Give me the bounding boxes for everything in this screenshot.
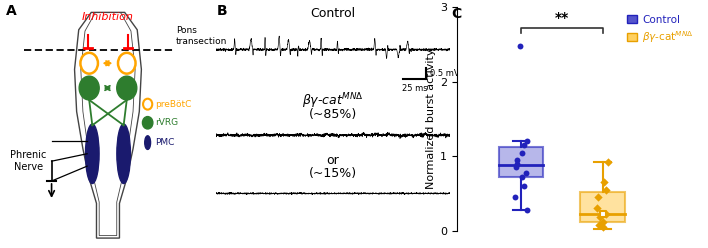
Text: or: or xyxy=(326,154,339,167)
Point xyxy=(598,225,609,229)
Text: (~15%): (~15%) xyxy=(309,167,357,180)
Circle shape xyxy=(143,99,152,110)
Text: preBötC: preBötC xyxy=(155,100,191,109)
Circle shape xyxy=(118,53,135,74)
Text: A: A xyxy=(6,4,16,18)
Point xyxy=(600,188,611,192)
Text: Inhibition: Inhibition xyxy=(82,12,134,22)
Text: $\beta\gamma$-cat$^{MN\Delta}$: $\beta\gamma$-cat$^{MN\Delta}$ xyxy=(302,92,363,111)
Point xyxy=(592,206,603,210)
Point xyxy=(518,184,530,188)
Circle shape xyxy=(117,76,137,100)
Point xyxy=(517,151,528,155)
Y-axis label: Normalized burst activity: Normalized burst activity xyxy=(426,49,435,189)
Bar xyxy=(581,192,624,222)
Text: rVRG: rVRG xyxy=(155,118,178,127)
Text: PMC: PMC xyxy=(155,138,174,147)
Point xyxy=(521,208,532,212)
Ellipse shape xyxy=(144,136,151,149)
Circle shape xyxy=(142,117,153,129)
Text: Pons
transection: Pons transection xyxy=(176,27,227,46)
Point xyxy=(602,160,613,164)
Text: Control: Control xyxy=(310,7,355,20)
Point xyxy=(598,220,609,224)
Point xyxy=(510,195,521,199)
Point xyxy=(595,215,606,219)
Legend: Control, $\beta\gamma$-cat$^{MN\Delta}$: Control, $\beta\gamma$-cat$^{MN\Delta}$ xyxy=(624,13,696,47)
Bar xyxy=(499,147,543,177)
Point xyxy=(600,212,612,216)
Circle shape xyxy=(79,76,99,100)
Point xyxy=(597,212,608,216)
Text: 0.5 mV: 0.5 mV xyxy=(430,69,459,78)
Point xyxy=(521,139,532,143)
Point xyxy=(518,143,530,147)
Text: (~85%): (~85%) xyxy=(309,108,357,121)
Point xyxy=(520,171,531,175)
Point xyxy=(511,158,523,162)
Text: C: C xyxy=(452,7,462,21)
Point xyxy=(517,175,528,179)
Point xyxy=(598,180,610,184)
Point xyxy=(511,162,523,166)
Point xyxy=(593,195,604,199)
Text: B: B xyxy=(217,4,228,18)
Text: **: ** xyxy=(554,11,569,25)
Text: 25 ms: 25 ms xyxy=(401,84,428,93)
Circle shape xyxy=(81,53,98,74)
Point xyxy=(510,165,521,169)
Text: Phrenic
Nerve: Phrenic Nerve xyxy=(11,150,47,172)
Point xyxy=(594,223,605,227)
Point xyxy=(514,44,525,48)
Ellipse shape xyxy=(86,124,99,184)
Ellipse shape xyxy=(117,124,130,184)
